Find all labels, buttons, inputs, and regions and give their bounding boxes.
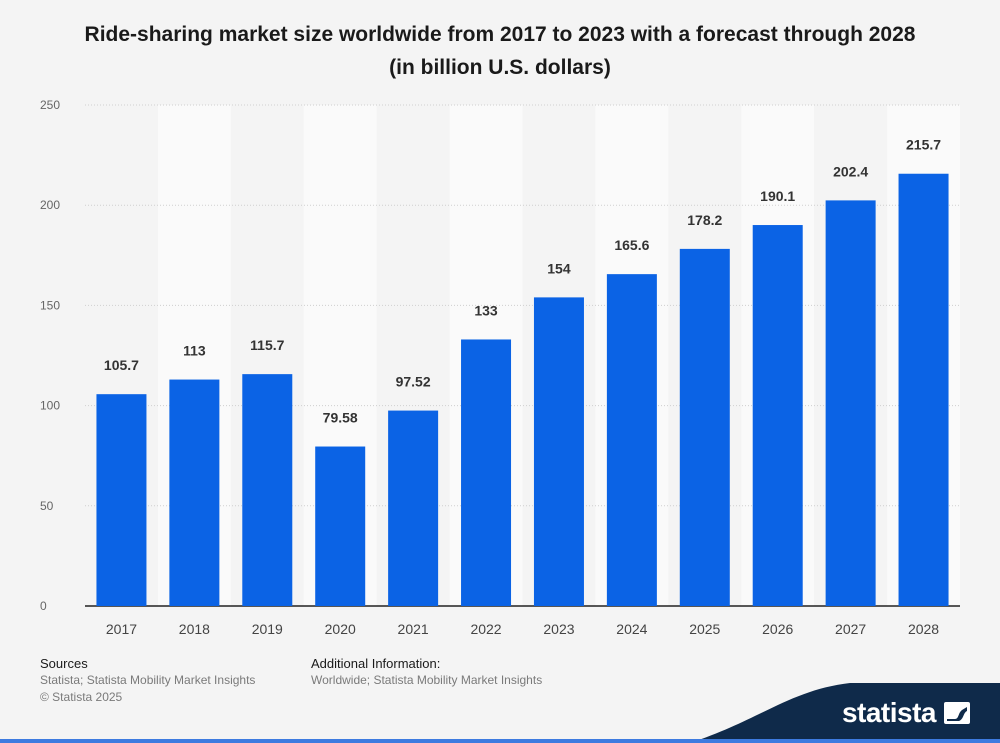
bar[interactable] <box>461 339 512 606</box>
y-tick-label: 0 <box>40 599 47 613</box>
bar[interactable] <box>679 248 730 606</box>
bar[interactable] <box>898 173 949 607</box>
x-tick-label: 2024 <box>616 621 647 637</box>
y-tick-label: 50 <box>40 499 54 513</box>
data-label: 178.2 <box>687 212 722 228</box>
y-tick-label: 250 <box>40 98 60 112</box>
sources-block: Sources Statista; Statista Mobility Mark… <box>40 655 255 706</box>
bar[interactable] <box>169 379 220 606</box>
statista-wordmark: statista <box>841 697 937 728</box>
additional-info-block: Additional Information: Worldwide; Stati… <box>311 655 542 689</box>
copyright-text: © Statista 2025 <box>40 690 123 704</box>
x-tick-label: 2023 <box>543 621 574 637</box>
y-tick-label: 150 <box>40 298 60 312</box>
x-tick-label: 2017 <box>106 621 137 637</box>
data-label: 190.1 <box>760 188 795 204</box>
x-tick-label: 2027 <box>835 621 866 637</box>
chart-title: Ride-sharing market size worldwide from … <box>84 23 916 79</box>
additional-info-header: Additional Information: <box>311 656 441 671</box>
bar[interactable] <box>96 394 147 606</box>
data-label: 113 <box>183 343 206 359</box>
x-tick-label: 2025 <box>689 621 720 637</box>
bar[interactable] <box>606 274 657 606</box>
additional-info-text: Worldwide; Statista Mobility Market Insi… <box>311 673 543 687</box>
bars <box>96 173 949 607</box>
data-label: 165.6 <box>614 237 649 253</box>
y-tick-label: 200 <box>40 198 60 212</box>
data-label: 154 <box>547 260 571 276</box>
data-label: 215.7 <box>906 137 941 153</box>
bar[interactable] <box>752 225 803 606</box>
sources-header: Sources <box>40 656 88 671</box>
data-label: 133 <box>474 302 498 318</box>
x-tick-label: 2021 <box>398 621 429 637</box>
x-tick-label: 2022 <box>470 621 501 637</box>
sources-text: Statista; Statista Mobility Market Insig… <box>40 673 256 687</box>
x-tick-label: 2019 <box>252 621 283 637</box>
bar[interactable] <box>825 200 876 607</box>
x-tick-label: 2028 <box>908 621 939 637</box>
bar[interactable] <box>242 374 293 606</box>
statista-logo-icon <box>944 702 970 724</box>
statista-logo[interactable]: statista <box>842 697 970 729</box>
data-label: 115.7 <box>250 337 284 353</box>
data-label: 202.4 <box>833 163 868 179</box>
bar[interactable] <box>533 297 584 606</box>
value-labels: 105.7 113 115.7 79.58 97.52 133 154 165.6 178.2 1… <box>104 137 941 426</box>
x-tick-label: 2026 <box>762 621 793 637</box>
data-label: 105.7 <box>104 357 139 373</box>
y-tick-label: 100 <box>40 399 60 413</box>
gridlines: 0 50 100 150 200 250 <box>40 98 960 613</box>
data-label: 97.52 <box>396 374 431 390</box>
category-labels: 2017 2018 2019 2020 2021 2022 2023 2024 2025 2026… <box>106 621 939 637</box>
bar[interactable] <box>388 410 439 606</box>
data-label: 79.58 <box>323 410 358 426</box>
x-tick-label: 2020 <box>325 621 356 637</box>
x-tick-label: 2018 <box>179 621 210 637</box>
bar[interactable] <box>315 446 366 606</box>
